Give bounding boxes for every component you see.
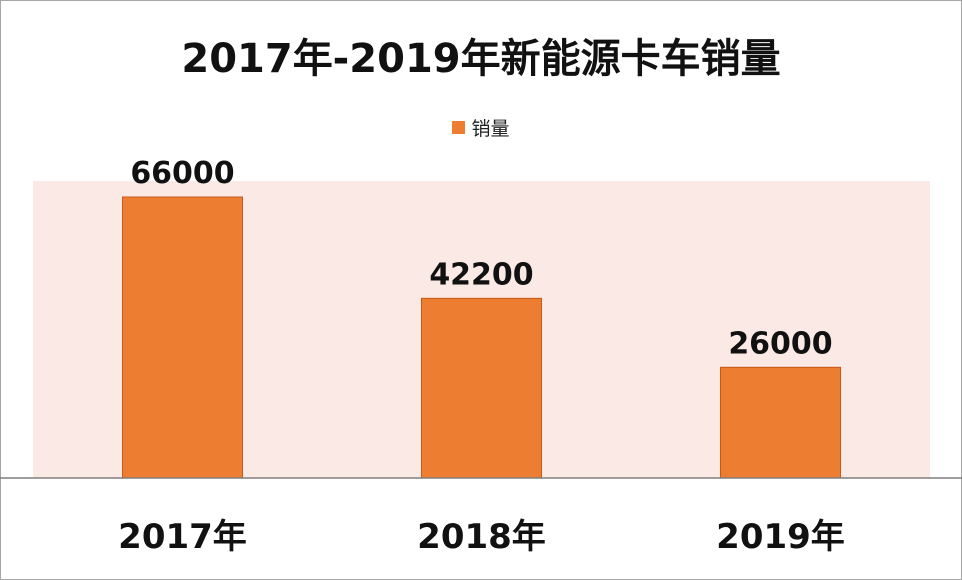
bar-3 <box>720 366 841 479</box>
data-labels-group: 66000 42200 26000 <box>130 156 832 361</box>
x-tick-label-1: 2017年 <box>118 517 247 557</box>
data-label-3: 26000 <box>728 326 832 361</box>
legend-label: 销量 <box>471 118 510 140</box>
bars-group <box>122 196 841 479</box>
data-label-1: 66000 <box>130 156 234 191</box>
bar-1 <box>122 196 243 479</box>
chart-title: 2017年-2019年新能源卡车销量 <box>181 36 781 82</box>
x-tick-label-3: 2019年 <box>716 517 845 557</box>
data-label-2: 42200 <box>429 257 533 292</box>
x-tick-label-2: 2018年 <box>417 517 546 557</box>
x-tick-labels-group: 2017年 2018年 2019年 <box>118 517 845 557</box>
legend: 销量 <box>0 114 962 141</box>
bar-2 <box>421 297 542 479</box>
legend-swatch <box>452 121 466 134</box>
